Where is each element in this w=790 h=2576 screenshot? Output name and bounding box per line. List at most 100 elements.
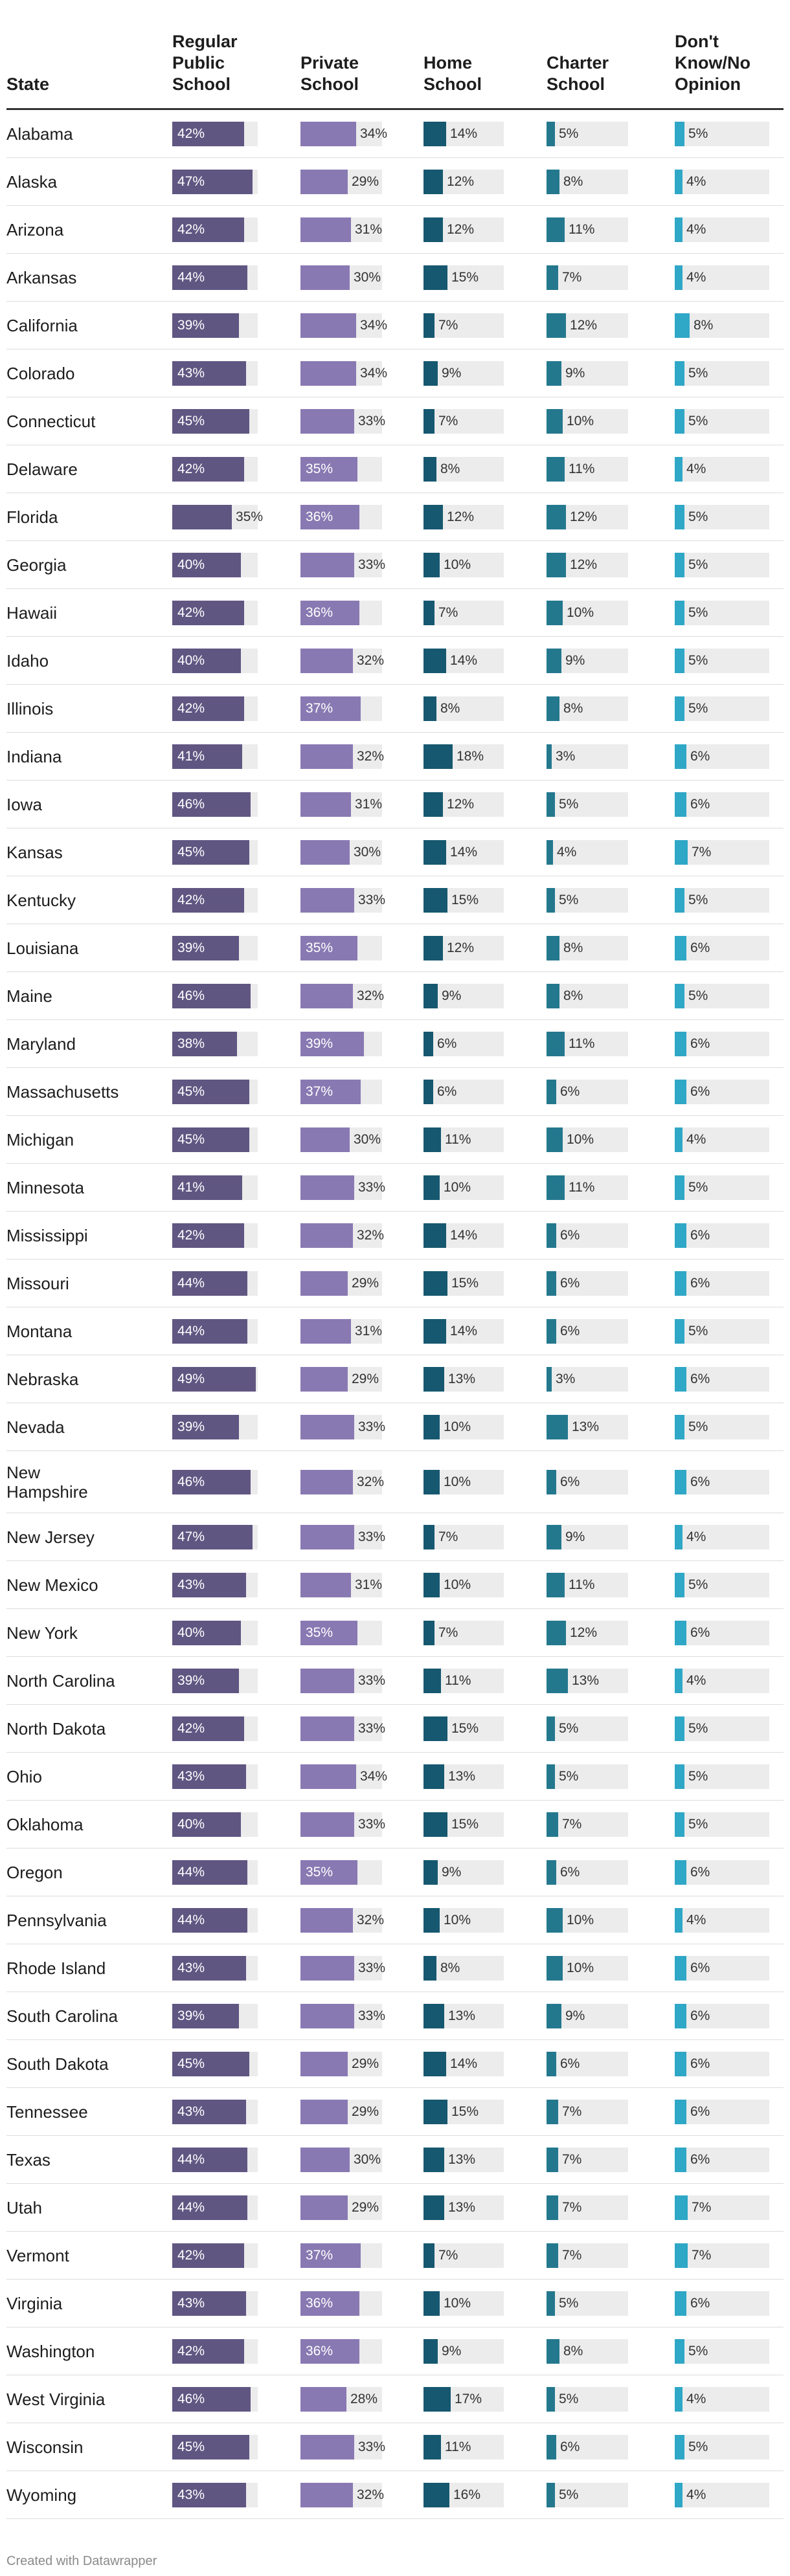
bar-track — [547, 2482, 628, 2507]
charter-value-label: 9% — [565, 652, 585, 668]
public-bar — [172, 2147, 247, 2172]
private-bar — [300, 1127, 350, 1152]
home-cell: 10% — [423, 1572, 504, 1597]
private-cell: 33% — [300, 1955, 385, 1981]
dontknow-bar — [675, 265, 683, 290]
home-value-label: 12% — [447, 509, 475, 524]
public-value-label: 42% — [177, 892, 205, 907]
bar-track — [547, 1271, 628, 1296]
private-bar — [300, 744, 353, 769]
charter-cell: 5% — [547, 1716, 628, 1741]
table-row: Oklahoma 40% 33% 15% 7% 5% — [6, 1801, 784, 1849]
private-cell: 30% — [300, 265, 382, 290]
public-cell: 42% — [172, 600, 258, 625]
dontknow-cell: 5% — [675, 2434, 769, 2459]
private-cell: 33% — [300, 408, 386, 434]
table-row: Arkansas 44% 30% 15% 7% 4% — [6, 254, 784, 302]
bar-track — [675, 265, 769, 290]
home-bar — [423, 839, 446, 865]
private-value-label: 29% — [352, 1275, 379, 1291]
dontknow-value-label: 5% — [688, 988, 708, 1003]
private-cell: 32% — [300, 744, 384, 769]
private-bar — [300, 1414, 354, 1439]
charter-bar — [547, 265, 558, 290]
dontknow-value-label: 6% — [690, 1227, 710, 1243]
bar-track — [547, 1469, 628, 1494]
dontknow-value-label: 5% — [688, 1179, 708, 1195]
home-bar — [423, 2243, 435, 2268]
home-bar — [423, 1524, 435, 1549]
dontknow-bar — [675, 2434, 684, 2459]
bar-track — [675, 1860, 769, 1885]
public-bar — [172, 2243, 244, 2268]
public-cell: 43% — [172, 2099, 258, 2124]
private-value-label: 36% — [306, 2343, 333, 2359]
charter-value-label: 5% — [559, 2391, 579, 2406]
home-bar — [423, 2051, 446, 2076]
home-bar — [423, 1127, 441, 1152]
home-value-label: 9% — [442, 2343, 462, 2359]
home-bar — [423, 792, 443, 817]
dontknow-cell: 5% — [675, 361, 769, 386]
table-row: Vermont 42% 37% 7% 7% 7% — [6, 2232, 784, 2280]
public-cell: 43% — [172, 1572, 258, 1597]
dontknow-bar — [675, 1469, 686, 1494]
state-name: Colorado — [6, 363, 75, 383]
public-bar — [172, 2291, 246, 2316]
home-cell: 9% — [423, 1860, 504, 1885]
dontknow-cell: 6% — [675, 1955, 769, 1981]
bar-track — [675, 1907, 769, 1933]
bar-track — [675, 2003, 769, 2028]
home-value-label: 9% — [442, 365, 462, 381]
bar-track — [675, 1318, 769, 1344]
charter-cell: 13% — [547, 1668, 628, 1693]
state-header: State — [6, 74, 50, 94]
public-value-label: 42% — [177, 1720, 205, 1736]
private-value-label: 33% — [358, 413, 386, 428]
public-bar — [172, 2051, 249, 2076]
home-value-label: 15% — [451, 1816, 479, 1832]
private-cell: 36% — [300, 600, 382, 625]
bar-track — [547, 1716, 628, 1741]
table-row: Hawaii 42% 36% 7% 10% 5% — [6, 589, 784, 637]
home-cell: 10% — [423, 552, 504, 577]
dontknow-bar — [675, 1668, 683, 1693]
charter-value-label: 7% — [562, 2247, 582, 2263]
home-bar — [423, 935, 443, 960]
private-bar — [300, 1907, 353, 1933]
state-name: Wisconsin — [6, 2437, 84, 2457]
home-value-label: 12% — [447, 173, 475, 189]
dontknow-cell: 6% — [675, 1860, 769, 1885]
private-bar — [300, 1860, 357, 1885]
public-bar — [172, 1860, 247, 1885]
charter-cell: 11% — [547, 1572, 628, 1597]
charter-bar — [547, 2051, 556, 2076]
private-value-label: 28% — [350, 2391, 378, 2406]
private-cell: 29% — [300, 2099, 382, 2124]
charter-cell: 7% — [547, 2099, 628, 2124]
charter-bar — [547, 504, 566, 529]
charter-cell: 7% — [547, 265, 628, 290]
public-value-label: 38% — [177, 1036, 205, 1051]
home-value-label: 14% — [450, 652, 478, 668]
bar-track — [675, 2291, 769, 2316]
public-cell: 47% — [172, 1524, 258, 1549]
public-cell: 42% — [172, 1716, 258, 1741]
private-cell: 29% — [300, 2195, 382, 2220]
home-cell: 15% — [423, 1716, 504, 1741]
public-cell: 40% — [172, 1812, 258, 1837]
table-row: Wisconsin 45% 33% 11% 6% 5% — [6, 2423, 784, 2471]
bar-track — [547, 2195, 628, 2220]
table-row: Missouri 44% 29% 15% 6% 6% — [6, 1260, 784, 1307]
charter-bar — [547, 2195, 558, 2220]
charter-bar — [547, 217, 565, 242]
public-bar — [172, 1764, 246, 1789]
home-value-label: 14% — [450, 844, 478, 860]
home-cell: 18% — [423, 744, 504, 769]
state-name: Georgia — [6, 555, 67, 575]
home-cell: 8% — [423, 696, 504, 721]
state-name: Illinois — [6, 698, 54, 718]
public-cell: 44% — [172, 1907, 258, 1933]
home-school-header: Home School — [423, 53, 482, 94]
dontknow-bar — [675, 2386, 683, 2412]
